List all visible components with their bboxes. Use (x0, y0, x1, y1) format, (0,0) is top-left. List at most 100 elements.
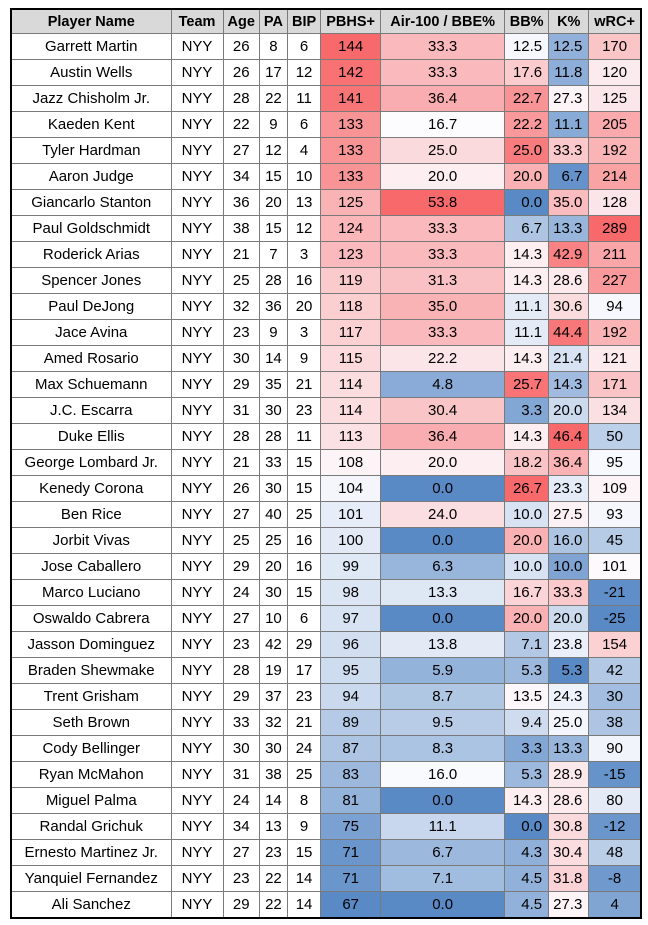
table-row: Kaeden Kent NYY 22 9 6 133 16.7 22.2 11.1 205 (10, 111, 642, 138)
pbhs-plus-cell: 75 (320, 813, 382, 840)
age-cell: 30 (222, 735, 260, 762)
pa-cell: 38 (258, 761, 288, 788)
pa-cell: 22 (258, 85, 288, 112)
table-row: Jasson Dominguez NYY 23 42 29 96 13.8 7.1 23.8 15… (10, 631, 642, 658)
bb-pct-cell: 4.5 (504, 891, 550, 919)
bb-pct-cell: 20.0 (504, 527, 550, 554)
table-row: Marco Luciano NYY 24 30 15 98 13.3 16.7 33.3 -21 (10, 579, 642, 606)
pa-cell: 28 (258, 423, 288, 450)
team-cell: NYY (170, 449, 224, 476)
pa-cell: 22 (258, 891, 288, 919)
pa-cell: 8 (258, 33, 288, 60)
table-row: Miguel Palma NYY 24 14 8 81 0.0 14.3 28.6 80 (10, 787, 642, 814)
pa-cell: 20 (258, 553, 288, 580)
team-cell: NYY (170, 267, 224, 294)
team-cell: NYY (170, 59, 224, 86)
wrc-plus-cell: 205 (588, 111, 642, 138)
pbhs-plus-cell: 115 (320, 345, 382, 372)
table-row: Ryan McMahon NYY 31 38 25 83 16.0 5.3 28.9 -15 (10, 761, 642, 788)
wrc-plus-cell: 192 (588, 319, 642, 346)
age-cell: 23 (222, 319, 260, 346)
age-cell: 27 (222, 605, 260, 632)
header-bb-pct: BB% (504, 8, 550, 34)
k-pct-cell: 20.0 (548, 397, 590, 424)
wrc-plus-cell: -21 (588, 579, 642, 606)
air-bbe-pct-cell: 25.0 (380, 137, 506, 164)
air-bbe-pct-cell: 0.0 (380, 787, 506, 814)
wrc-plus-cell: 128 (588, 189, 642, 216)
team-cell: NYY (170, 189, 224, 216)
header-player-name: Player Name (10, 8, 172, 34)
air-bbe-pct-cell: 53.8 (380, 189, 506, 216)
team-cell: NYY (170, 475, 224, 502)
pbhs-plus-cell: 117 (320, 319, 382, 346)
age-cell: 33 (222, 709, 260, 736)
pa-cell: 40 (258, 501, 288, 528)
bb-pct-cell: 9.4 (504, 709, 550, 736)
player-name-cell: Cody Bellinger (10, 735, 172, 762)
pa-cell: 17 (258, 59, 288, 86)
team-cell: NYY (170, 215, 224, 242)
header-pbhs-plus: PBHS+ (320, 8, 382, 34)
bb-pct-cell: 11.1 (504, 293, 550, 320)
bip-cell: 25 (286, 761, 322, 788)
table-row: Max Schuemann NYY 29 35 21 114 4.8 25.7 14.3 171 (10, 371, 642, 398)
k-pct-cell: 30.4 (548, 839, 590, 866)
pa-cell: 15 (258, 163, 288, 190)
air-bbe-pct-cell: 20.0 (380, 449, 506, 476)
k-pct-cell: 6.7 (548, 163, 590, 190)
pa-cell: 22 (258, 865, 288, 892)
air-bbe-pct-cell: 0.0 (380, 605, 506, 632)
air-bbe-pct-cell: 13.8 (380, 631, 506, 658)
pbhs-plus-cell: 71 (320, 865, 382, 892)
pa-cell: 36 (258, 293, 288, 320)
age-cell: 21 (222, 449, 260, 476)
bb-pct-cell: 5.3 (504, 761, 550, 788)
pbhs-plus-cell: 96 (320, 631, 382, 658)
bip-cell: 6 (286, 33, 322, 60)
wrc-plus-cell: 95 (588, 449, 642, 476)
bb-pct-cell: 4.5 (504, 865, 550, 892)
k-pct-cell: 28.6 (548, 787, 590, 814)
bip-cell: 11 (286, 85, 322, 112)
pa-cell: 32 (258, 709, 288, 736)
k-pct-cell: 35.0 (548, 189, 590, 216)
table-row: Spencer Jones NYY 25 28 16 119 31.3 14.3 28.6 227 (10, 267, 642, 294)
team-cell: NYY (170, 761, 224, 788)
table-row: Trent Grisham NYY 29 37 23 94 8.7 13.5 24.3 30 (10, 683, 642, 710)
pa-cell: 10 (258, 605, 288, 632)
wrc-plus-cell: 94 (588, 293, 642, 320)
table-row: Paul DeJong NYY 32 36 20 118 35.0 11.1 30.6 94 (10, 293, 642, 320)
team-cell: NYY (170, 85, 224, 112)
bip-cell: 14 (286, 865, 322, 892)
team-cell: NYY (170, 501, 224, 528)
pbhs-plus-cell: 94 (320, 683, 382, 710)
age-cell: 29 (222, 891, 260, 919)
wrc-plus-cell: 211 (588, 241, 642, 268)
air-bbe-pct-cell: 24.0 (380, 501, 506, 528)
bip-cell: 24 (286, 735, 322, 762)
age-cell: 21 (222, 241, 260, 268)
bb-pct-cell: 13.5 (504, 683, 550, 710)
wrc-plus-cell: 93 (588, 501, 642, 528)
k-pct-cell: 10.0 (548, 553, 590, 580)
bb-pct-cell: 20.0 (504, 605, 550, 632)
pbhs-plus-cell: 123 (320, 241, 382, 268)
header-row: Player Name Team Age PA BIP PBHS+ Air-10… (10, 8, 642, 34)
pbhs-plus-cell: 83 (320, 761, 382, 788)
bip-cell: 16 (286, 267, 322, 294)
air-bbe-pct-cell: 11.1 (380, 813, 506, 840)
player-name-cell: Braden Shewmake (10, 657, 172, 684)
team-cell: NYY (170, 111, 224, 138)
pa-cell: 20 (258, 189, 288, 216)
pbhs-plus-cell: 89 (320, 709, 382, 736)
table-row: Tyler Hardman NYY 27 12 4 133 25.0 25.0 33.3 192 (10, 137, 642, 164)
air-bbe-pct-cell: 8.7 (380, 683, 506, 710)
bb-pct-cell: 3.3 (504, 397, 550, 424)
team-cell: NYY (170, 319, 224, 346)
pa-cell: 9 (258, 111, 288, 138)
air-bbe-pct-cell: 8.3 (380, 735, 506, 762)
k-pct-cell: 13.3 (548, 215, 590, 242)
wrc-plus-cell: -15 (588, 761, 642, 788)
header-bip: BIP (286, 8, 322, 34)
